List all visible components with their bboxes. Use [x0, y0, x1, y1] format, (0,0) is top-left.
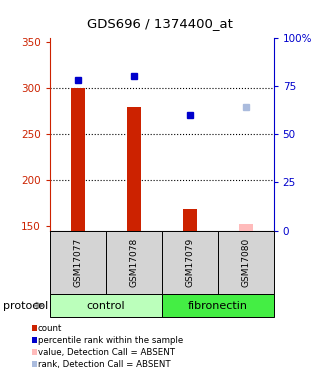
Text: fibronectin: fibronectin	[188, 301, 248, 310]
Text: value, Detection Call = ABSENT: value, Detection Call = ABSENT	[38, 348, 175, 357]
Bar	[71, 88, 84, 231]
Text: GDS696 / 1374400_at: GDS696 / 1374400_at	[87, 17, 233, 30]
Bar	[162, 231, 218, 294]
Text: GSM17078: GSM17078	[129, 238, 138, 287]
Text: control: control	[86, 301, 125, 310]
Text: count: count	[38, 324, 62, 333]
Bar	[50, 294, 162, 317]
Text: protocol: protocol	[3, 301, 48, 310]
Text: rank, Detection Call = ABSENT: rank, Detection Call = ABSENT	[38, 360, 170, 369]
Bar	[106, 231, 162, 294]
Bar	[239, 224, 252, 231]
Text: GSM17080: GSM17080	[241, 238, 250, 287]
Text: GSM17077: GSM17077	[73, 238, 82, 287]
Bar	[127, 107, 140, 231]
Bar	[50, 231, 106, 294]
Bar	[218, 231, 274, 294]
Bar	[183, 210, 196, 231]
Text: GSM17079: GSM17079	[185, 238, 194, 287]
Text: percentile rank within the sample: percentile rank within the sample	[38, 336, 183, 345]
Bar	[162, 294, 274, 317]
